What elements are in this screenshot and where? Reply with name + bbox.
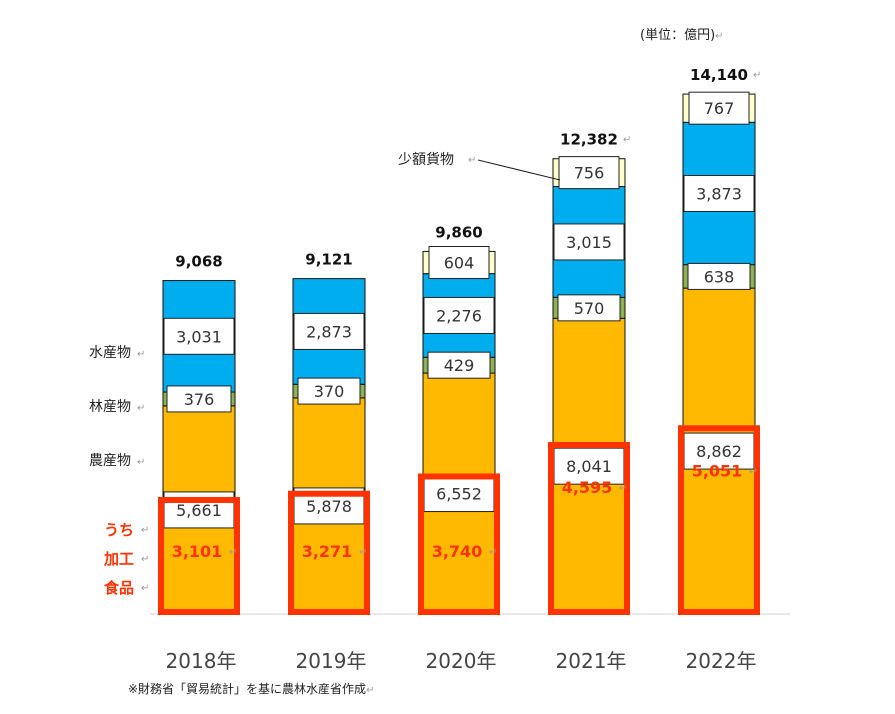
return-mark: ↵	[749, 466, 757, 477]
value-label-水産物-box	[683, 174, 755, 212]
value-label-少額貨物: 767	[704, 99, 735, 118]
value-label-少額貨物: 756	[574, 164, 605, 183]
total-label: 9,121	[305, 251, 352, 269]
processed-food-label: 3,101	[172, 542, 223, 561]
series-label-林産物: 林産物	[89, 399, 131, 415]
processed-food-label: 3,740	[432, 542, 483, 561]
value-label-水産物: 2,873	[306, 322, 352, 341]
value-label-農産物-box	[553, 447, 625, 485]
value-label-水産物: 3,031	[176, 327, 222, 346]
return-mark: ↵	[137, 349, 145, 360]
return-mark: ↵	[141, 554, 149, 565]
value-label-少額貨物-box	[688, 91, 750, 125]
series-label-少額貨物: 少額貨物	[398, 151, 454, 168]
value-label-農産物: 8,862	[696, 442, 742, 461]
value-label-農産物: 6,552	[436, 485, 482, 504]
return-mark: ↵	[141, 583, 149, 594]
value-label-農産物: 8,041	[566, 457, 612, 476]
total-label: 14,140	[690, 66, 748, 84]
processed-food-frame	[288, 490, 370, 616]
category-label: 2021年	[556, 649, 627, 673]
value-label-林産物-box	[687, 262, 751, 290]
category-label: 2018年	[166, 649, 237, 673]
processed-food-label: 5,051	[692, 461, 743, 480]
category-label: 2019年	[296, 649, 367, 673]
return-mark: ↵	[753, 70, 761, 81]
value-label-林産物-box	[427, 351, 491, 379]
unit-label: (単位：億円)↵	[640, 28, 724, 43]
value-label-林産物: 429	[444, 356, 475, 375]
series-label-農産物: 農産物	[89, 453, 131, 469]
value-label-水産物: 3,015	[566, 233, 612, 252]
value-label-農産物-box	[423, 475, 495, 513]
value-label-水産物-box	[293, 312, 365, 350]
processed-food-frame	[678, 425, 760, 615]
value-label-水産物: 2,276	[436, 306, 482, 325]
value-label-農産物: 5,878	[306, 497, 352, 516]
total-label: 9,860	[435, 223, 482, 241]
processed-food-frame	[158, 496, 240, 615]
processed-food-frame	[548, 442, 630, 615]
total-label: 9,068	[175, 253, 222, 271]
category-label: 2020年	[426, 649, 497, 673]
value-label-林産物-box	[166, 385, 232, 413]
processed-food-title-line: うち	[104, 521, 134, 539]
value-label-林産物: 370	[314, 382, 345, 401]
return-mark: ↵	[489, 547, 497, 558]
return-mark: ↵	[137, 403, 145, 414]
value-label-農産物: 5,661	[176, 501, 222, 520]
processed-food-label: 4,595	[562, 478, 613, 497]
processed-food-title-line: 加工	[103, 550, 134, 568]
value-label-少額貨物: 604	[444, 254, 475, 273]
callout-line	[477, 159, 561, 181]
return-mark: ↵	[468, 155, 476, 166]
return-mark: ↵	[623, 135, 631, 146]
return-mark: ↵	[137, 457, 145, 468]
value-label-林産物-box	[557, 294, 621, 322]
value-label-水産物: 3,873	[696, 184, 742, 203]
value-label-林産物: 638	[704, 267, 735, 286]
total-label: 12,382	[560, 131, 618, 149]
return-mark: ↵	[229, 547, 237, 558]
value-label-林産物: 376	[184, 390, 215, 409]
category-label: 2022年	[686, 649, 757, 673]
processed-food-frame	[418, 473, 500, 615]
return-mark: ↵	[359, 547, 367, 558]
value-label-少額貨物-box	[428, 246, 490, 280]
value-label-水産物-box	[163, 317, 235, 355]
value-label-林産物-box	[297, 377, 361, 405]
value-label-少額貨物-box	[558, 156, 620, 190]
footnote: ※財務省「貿易統計」を基に農林水産省作成↵	[128, 682, 375, 696]
value-label-水産物-box	[423, 296, 495, 334]
processed-food-title-line: 食品	[104, 579, 134, 597]
value-label-水産物-box	[553, 223, 625, 261]
return-mark: ↵	[141, 525, 149, 536]
series-label-水産物: 水産物	[89, 345, 131, 361]
value-label-林産物: 570	[574, 299, 605, 318]
return-mark: ↵	[619, 483, 627, 494]
processed-food-label: 3,271	[302, 542, 353, 561]
